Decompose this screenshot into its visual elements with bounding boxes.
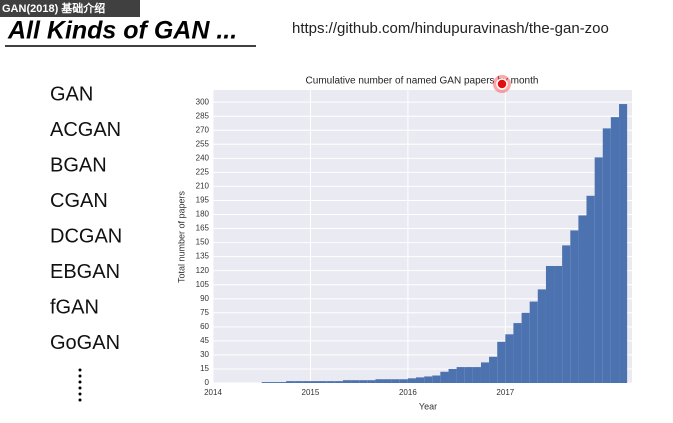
slide-title: All Kinds of GAN ... (7, 17, 237, 45)
laser-pointer (496, 78, 508, 90)
bar (383, 379, 392, 383)
bar (415, 377, 425, 383)
bar (537, 289, 546, 383)
bar (269, 382, 278, 383)
y-tick-label: 30 (200, 350, 209, 359)
bar (440, 371, 449, 383)
list-item: GAN (50, 83, 93, 105)
ticks: 0 15 30 45 60 75 90 105 120 135 150 165 180 195 210 225… (196, 97, 515, 397)
bar (277, 382, 287, 383)
y-tick-label: 270 (196, 125, 210, 134)
bar (489, 356, 498, 383)
y-tick-label: 75 (200, 308, 209, 317)
y-tick-label: 240 (196, 153, 210, 162)
list-item: GoGAN (50, 332, 120, 354)
list-item: BGAN (50, 154, 107, 176)
list-item: fGAN (50, 296, 99, 318)
bar (334, 381, 343, 383)
bar (505, 334, 514, 383)
bar (497, 341, 506, 383)
bar (456, 367, 465, 383)
y-tick-label: 0 (205, 378, 210, 387)
y-tick-label: 150 (196, 238, 210, 247)
bar (529, 301, 538, 383)
bar (407, 378, 416, 383)
bar (367, 380, 376, 383)
y-tick-label: 60 (200, 322, 209, 331)
video-title: GAN(2018) 基础介绍 (2, 1, 105, 15)
bar (391, 379, 400, 383)
bar (286, 381, 295, 383)
bar (294, 381, 303, 383)
bar (570, 230, 579, 383)
chart-title: Cumulative number of named GAN papers by… (306, 76, 539, 87)
bar (326, 381, 335, 383)
bar (432, 375, 441, 383)
url: https://github.com/hindupuravinash/the-g… (292, 20, 609, 37)
y-tick-label: 165 (196, 224, 210, 233)
bar (602, 128, 611, 383)
y-tick-label: 105 (196, 280, 210, 289)
bar (464, 367, 473, 383)
y-tick-label: 135 (196, 252, 210, 261)
y-tick-label: 180 (196, 210, 210, 219)
bar (375, 379, 384, 383)
bar (261, 382, 270, 383)
x-tick-label: 2017 (496, 388, 514, 397)
y-tick-label: 90 (200, 294, 209, 303)
bars (261, 104, 628, 383)
bar (619, 104, 628, 383)
x-axis-label: Year (419, 401, 437, 411)
bar (351, 380, 360, 383)
y-tick-label: 255 (196, 139, 210, 148)
bar (480, 362, 490, 383)
y-tick-label: 225 (196, 167, 210, 176)
y-tick-label: 15 (200, 364, 209, 373)
list-item: EBGAN (50, 261, 120, 283)
y-tick-label: 210 (196, 182, 210, 191)
bar (610, 117, 620, 383)
bar (318, 381, 327, 383)
list-item: DCGAN (50, 225, 122, 247)
list-item: CGAN (50, 190, 108, 212)
bar (472, 367, 481, 383)
bar (399, 379, 408, 383)
bar (578, 215, 587, 383)
bar (513, 323, 522, 383)
y-tick-label: 195 (196, 196, 210, 205)
bar (554, 265, 563, 383)
x-tick-label: 2016 (399, 388, 417, 397)
list-item: ACGAN (50, 119, 121, 141)
x-tick-label: 2015 (302, 388, 320, 397)
ellipsis (78, 368, 82, 402)
y-tick-label: 120 (196, 266, 210, 275)
y-tick-label: 300 (196, 97, 210, 106)
bar (302, 381, 311, 383)
x-tick-label: 2014 (204, 388, 222, 397)
gan-list: GAN ACGAN BGAN CGAN DCGAN EBGAN fGAN GoGAN (50, 83, 122, 354)
bar (545, 265, 555, 383)
y-axis-label: Total number of papers (176, 190, 186, 283)
bar (342, 380, 352, 383)
bar (359, 380, 368, 383)
bar (594, 157, 603, 383)
video-title-bar (0, 0, 140, 17)
bar (448, 368, 457, 383)
bar (586, 195, 595, 383)
bar (424, 376, 433, 383)
bar (562, 245, 571, 383)
y-tick-label: 45 (200, 336, 209, 345)
bar (521, 312, 530, 383)
y-tick-label: 285 (196, 111, 210, 120)
bar (310, 381, 319, 383)
